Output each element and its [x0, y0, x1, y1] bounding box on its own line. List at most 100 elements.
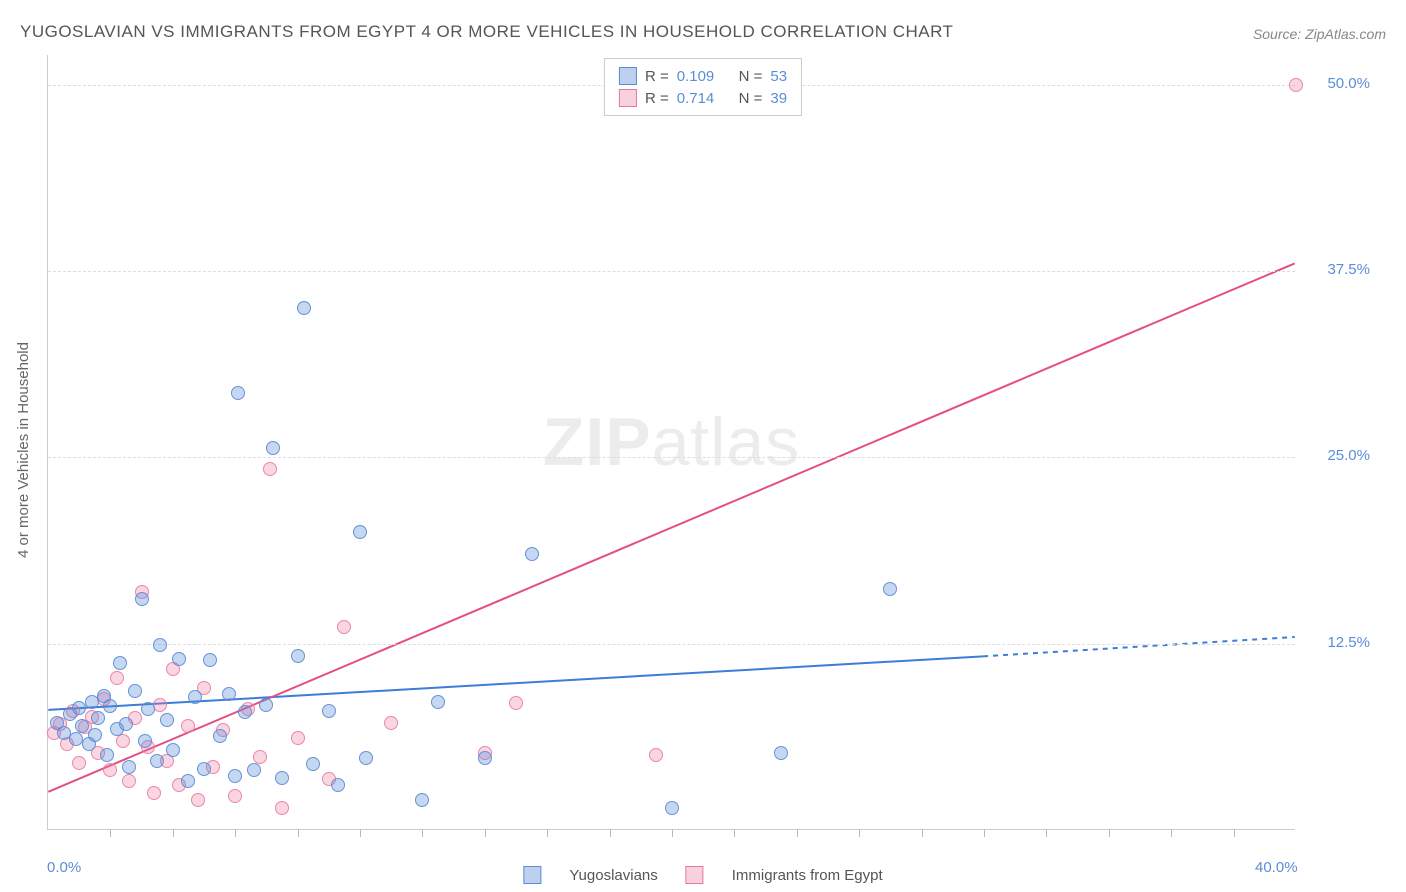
scatter-point — [181, 774, 195, 788]
scatter-point — [291, 649, 305, 663]
plot-area: ZIPatlas — [47, 55, 1295, 830]
watermark-bold: ZIP — [543, 404, 652, 480]
x-tick — [1171, 829, 1172, 837]
x-tick — [298, 829, 299, 837]
scatter-point — [263, 462, 277, 476]
scatter-point — [72, 756, 86, 770]
r-label: R = — [645, 90, 669, 107]
scatter-point — [150, 754, 164, 768]
scatter-point — [213, 729, 227, 743]
scatter-point — [119, 717, 133, 731]
r-value-pink: 0.714 — [677, 90, 715, 107]
scatter-point — [103, 763, 117, 777]
x-tick-label: 40.0% — [1255, 859, 1298, 876]
x-tick — [672, 829, 673, 837]
scatter-point — [91, 711, 105, 725]
scatter-point — [138, 734, 152, 748]
n-label: N = — [739, 68, 763, 85]
x-tick — [734, 829, 735, 837]
n-value-pink: 39 — [770, 90, 787, 107]
scatter-point — [135, 592, 149, 606]
scatter-point — [203, 653, 217, 667]
gridline — [48, 271, 1295, 272]
swatch-blue-icon — [523, 866, 541, 884]
x-tick — [235, 829, 236, 837]
scatter-point — [100, 748, 114, 762]
scatter-point — [166, 743, 180, 757]
legend-row-pink: R = 0.714 N = 39 — [619, 87, 787, 109]
legend-row-blue: R = 0.109 N = 53 — [619, 65, 787, 87]
scatter-point — [259, 698, 273, 712]
scatter-point — [231, 386, 245, 400]
scatter-point — [266, 441, 280, 455]
scatter-point — [75, 719, 89, 733]
chart-title: YUGOSLAVIAN VS IMMIGRANTS FROM EGYPT 4 O… — [20, 22, 953, 42]
scatter-point — [122, 774, 136, 788]
x-tick — [485, 829, 486, 837]
scatter-point — [238, 705, 252, 719]
scatter-point — [172, 652, 186, 666]
x-tick — [1234, 829, 1235, 837]
scatter-point — [509, 696, 523, 710]
scatter-point — [141, 702, 155, 716]
x-tick — [110, 829, 111, 837]
x-tick — [797, 829, 798, 837]
scatter-point — [247, 763, 261, 777]
gridline — [48, 457, 1295, 458]
y-tick-label: 25.0% — [1327, 447, 1370, 464]
trend-lines-svg — [48, 55, 1295, 829]
scatter-point — [774, 746, 788, 760]
scatter-point — [415, 793, 429, 807]
scatter-point — [113, 656, 127, 670]
scatter-point — [353, 525, 367, 539]
y-axis-label: 4 or more Vehicles in Household — [15, 342, 32, 558]
y-tick-label: 50.0% — [1327, 75, 1370, 92]
swatch-pink-icon — [619, 89, 637, 107]
x-tick — [922, 829, 923, 837]
legend-correlation: R = 0.109 N = 53 R = 0.714 N = 39 — [604, 58, 802, 116]
scatter-point — [88, 728, 102, 742]
scatter-point — [222, 687, 236, 701]
scatter-point — [275, 801, 289, 815]
r-label: R = — [645, 68, 669, 85]
swatch-blue-icon — [619, 67, 637, 85]
scatter-point — [322, 704, 336, 718]
trend-line — [983, 637, 1295, 656]
scatter-point — [1289, 78, 1303, 92]
x-tick — [547, 829, 548, 837]
y-tick-label: 37.5% — [1327, 261, 1370, 278]
scatter-point — [228, 769, 242, 783]
scatter-point — [525, 547, 539, 561]
scatter-point — [181, 719, 195, 733]
n-label: N = — [739, 90, 763, 107]
scatter-point — [128, 684, 142, 698]
source-label: Source: ZipAtlas.com — [1253, 26, 1386, 42]
legend-label-pink: Immigrants from Egypt — [732, 867, 883, 884]
scatter-point — [478, 751, 492, 765]
scatter-point — [665, 801, 679, 815]
scatter-point — [153, 638, 167, 652]
scatter-point — [297, 301, 311, 315]
x-tick — [859, 829, 860, 837]
scatter-point — [188, 690, 202, 704]
scatter-point — [275, 771, 289, 785]
y-tick-label: 12.5% — [1327, 634, 1370, 651]
scatter-point — [110, 671, 124, 685]
scatter-point — [359, 751, 373, 765]
n-value-blue: 53 — [770, 68, 787, 85]
x-tick — [1046, 829, 1047, 837]
r-value-blue: 0.109 — [677, 68, 715, 85]
scatter-point — [253, 750, 267, 764]
watermark-light: atlas — [652, 404, 801, 480]
x-tick — [360, 829, 361, 837]
scatter-point — [116, 734, 130, 748]
x-tick — [610, 829, 611, 837]
x-tick — [173, 829, 174, 837]
scatter-point — [191, 793, 205, 807]
scatter-point — [147, 786, 161, 800]
x-tick — [1109, 829, 1110, 837]
x-tick-label: 0.0% — [47, 859, 81, 876]
scatter-point — [337, 620, 351, 634]
x-tick — [984, 829, 985, 837]
scatter-point — [306, 757, 320, 771]
